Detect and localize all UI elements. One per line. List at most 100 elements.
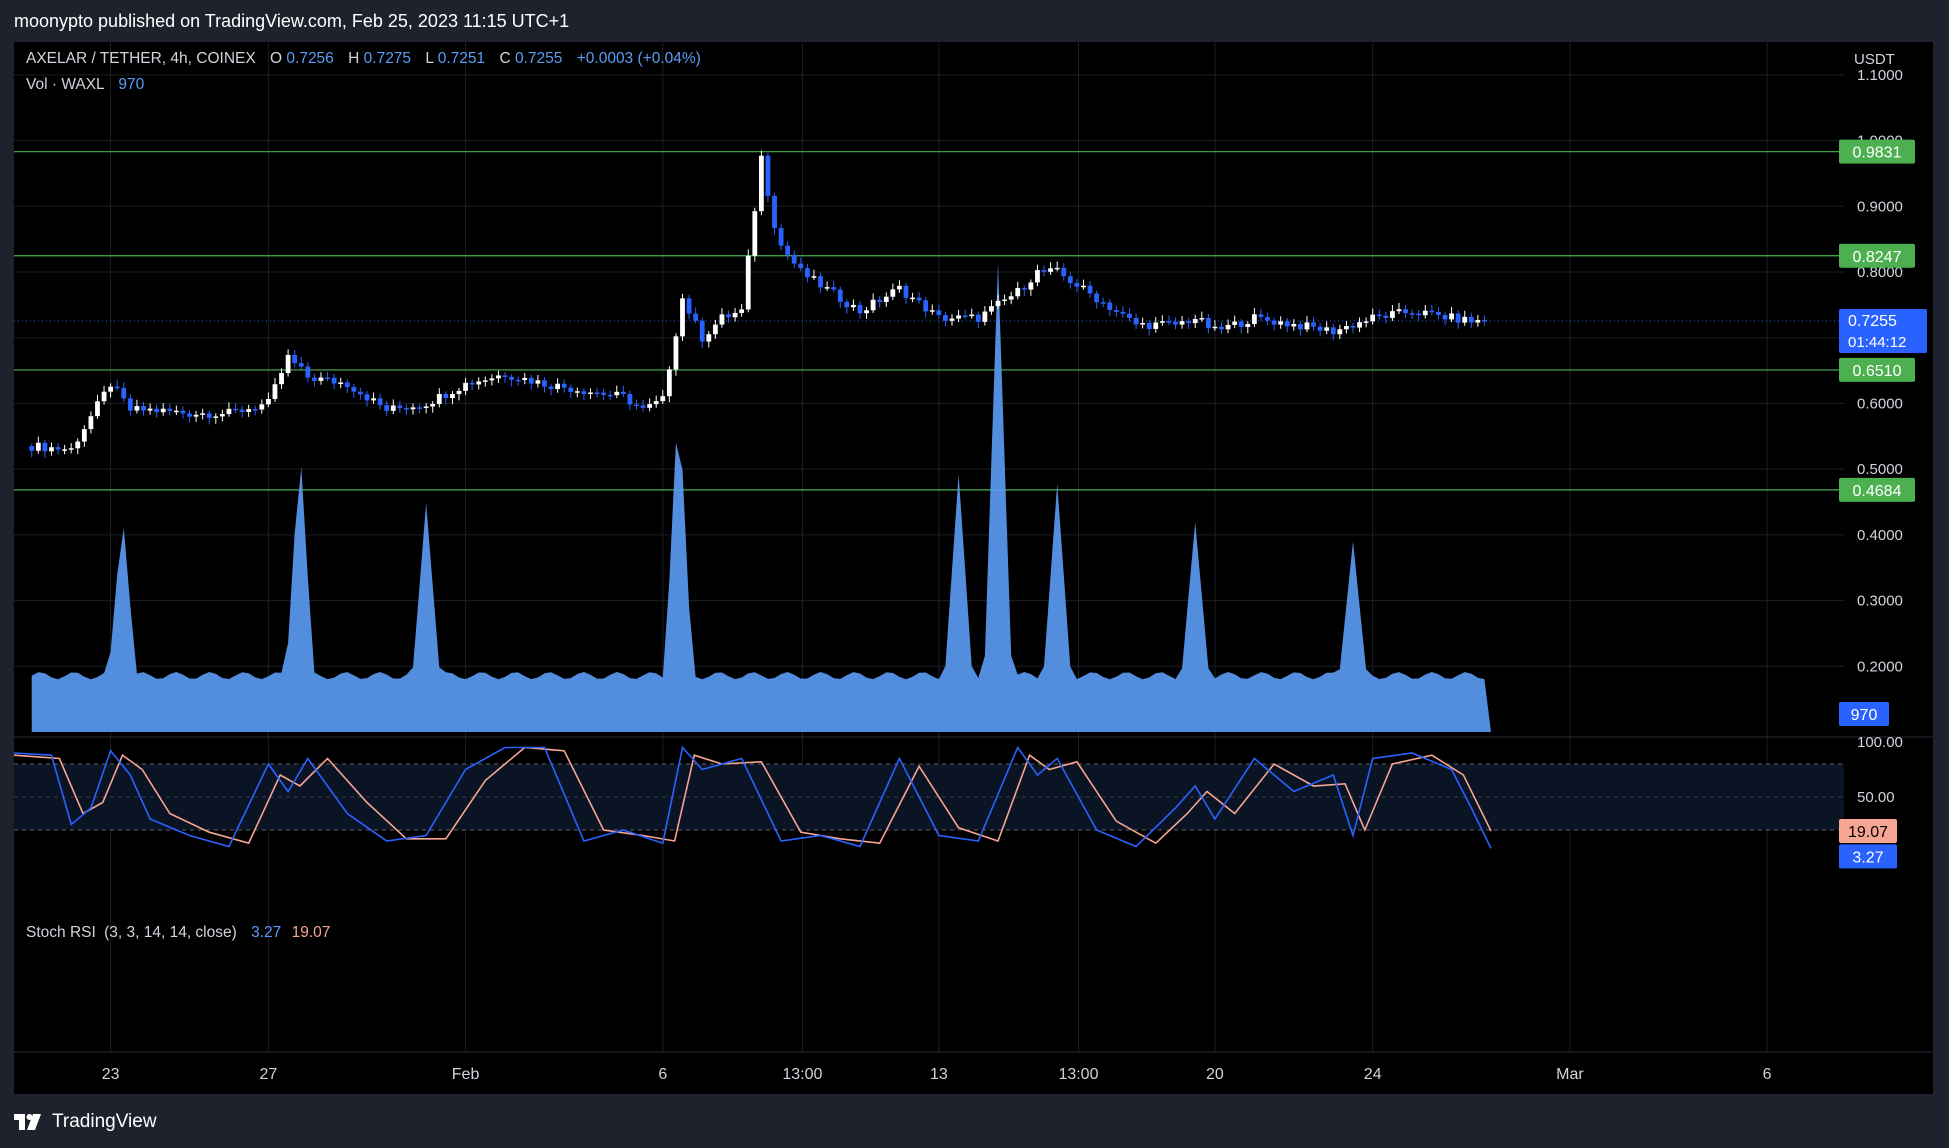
candle-body xyxy=(1357,322,1362,328)
candle-body xyxy=(548,386,554,390)
candle-body xyxy=(1179,321,1185,325)
stoch-k-line xyxy=(13,745,1492,849)
candle-body xyxy=(962,315,968,317)
candle-body xyxy=(1311,322,1316,327)
candle-body xyxy=(1409,313,1415,315)
tradingview-logo[interactable]: TradingView xyxy=(14,1111,157,1133)
y-tick-label: 0.5000 xyxy=(1857,461,1903,478)
candle-body xyxy=(634,404,639,407)
candle-body xyxy=(791,254,797,264)
candle-body xyxy=(1094,293,1100,303)
volume-legend-value: 970 xyxy=(118,76,144,93)
candle-body xyxy=(956,315,961,319)
volume-area xyxy=(31,262,1492,732)
candle-body xyxy=(1021,287,1027,290)
volume-legend: Vol · WAXL 970 xyxy=(26,76,145,93)
stoch-legend: Stoch RSI (3, 3, 14, 14, close) 3.27 19.… xyxy=(26,924,330,941)
candle-body xyxy=(489,378,495,381)
candle-body xyxy=(1146,322,1152,329)
tradingview-logo-icon xyxy=(14,1114,41,1130)
candle-body xyxy=(358,391,363,395)
candle-body xyxy=(1265,317,1270,321)
candle-body xyxy=(1061,267,1067,277)
tradingview-brand: TradingView xyxy=(52,1111,157,1132)
candle-body xyxy=(193,414,199,417)
candle-body xyxy=(404,408,409,410)
candle-body xyxy=(1087,285,1093,294)
candle-body xyxy=(1212,326,1218,329)
candle-body xyxy=(1422,310,1428,316)
level-tag xyxy=(1839,243,1915,268)
legend-low-label: L xyxy=(425,50,434,67)
candle-body xyxy=(1396,309,1402,312)
candle-body xyxy=(213,416,219,418)
current-price-countdown: 01:44:12 xyxy=(1848,334,1906,351)
candle-body xyxy=(515,379,521,382)
candle-body xyxy=(851,304,856,308)
candle-body xyxy=(226,408,232,415)
candle-body xyxy=(647,404,653,408)
x-tick-label: 13 xyxy=(930,1066,948,1083)
candle-body xyxy=(338,382,344,384)
candle-body xyxy=(160,408,166,413)
candle-body xyxy=(154,408,160,413)
candle-body xyxy=(1035,270,1040,283)
stoch-tick-label: 50.00 xyxy=(1857,789,1895,806)
candle-body xyxy=(1304,322,1310,330)
x-tick-label: 6 xyxy=(1763,1066,1772,1083)
candle-body xyxy=(1133,317,1139,325)
current-price-value: 0.7255 xyxy=(1848,313,1897,330)
x-tick-label: 20 xyxy=(1206,1066,1224,1083)
level-tag xyxy=(1839,139,1915,164)
candle-body xyxy=(778,228,784,246)
chart-frame[interactable]: 1.10001.00000.90000.80000.70000.60000.50… xyxy=(13,42,1933,1094)
stoch-d-tag xyxy=(1839,819,1897,844)
x-tick-label: 6 xyxy=(658,1066,667,1083)
candle-body xyxy=(522,377,528,380)
chart-svg[interactable]: 1.10001.00000.90000.80000.70000.60000.50… xyxy=(13,42,1933,1094)
candle-body xyxy=(252,409,258,411)
candle-body xyxy=(29,446,35,451)
grid xyxy=(14,42,1844,1052)
candle-body xyxy=(949,318,955,321)
candle-body xyxy=(745,255,751,310)
candle-body xyxy=(1344,325,1349,330)
candle-body xyxy=(686,298,692,314)
candle-body xyxy=(75,441,81,449)
candle-body xyxy=(351,387,357,392)
candle-body xyxy=(528,377,534,384)
candle-body xyxy=(1186,321,1192,324)
candle-body xyxy=(1015,287,1021,297)
legend-close-value: 0.7255 xyxy=(515,50,562,67)
candle-body xyxy=(561,383,567,388)
candle-body xyxy=(890,289,896,297)
candle-body xyxy=(482,380,488,382)
candle-body xyxy=(969,314,975,317)
candle-body xyxy=(81,429,87,442)
level-tag xyxy=(1839,477,1915,502)
candle-body xyxy=(1232,321,1238,325)
candle-body xyxy=(292,354,298,364)
price-tags: 0.9831 0.8247 0.6510 0.4684 0.7255 01:44:12 97… xyxy=(1839,139,1927,869)
candle-body xyxy=(1107,302,1113,311)
candle-body xyxy=(463,382,468,391)
candle-body xyxy=(620,391,626,394)
horizontal-levels xyxy=(14,151,1844,491)
y-tick-label: 0.4000 xyxy=(1857,527,1903,544)
candle-body xyxy=(627,393,633,405)
x-tick-label: 13:00 xyxy=(782,1066,822,1083)
y-tick-label: 0.8000 xyxy=(1857,264,1903,281)
candle-body xyxy=(259,404,265,410)
candle-body xyxy=(719,314,725,325)
candle-body xyxy=(410,407,416,410)
y-tick-label: 0.2000 xyxy=(1857,658,1903,675)
candle-body xyxy=(1127,313,1132,318)
legend-symbol: AXELAR / TETHER, 4h, COINEX xyxy=(26,50,256,67)
candle-body xyxy=(377,398,383,406)
candle-body xyxy=(1074,283,1080,287)
candle-body xyxy=(1462,316,1468,323)
candle-body xyxy=(1067,276,1073,284)
candle-body xyxy=(305,366,311,378)
candle-body xyxy=(601,392,607,395)
candle-body xyxy=(127,398,133,411)
